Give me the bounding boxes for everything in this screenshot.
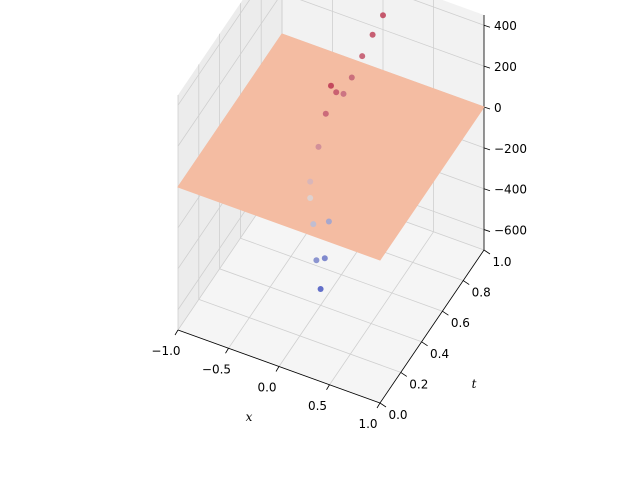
- t-tick-label: 0.4: [430, 347, 449, 361]
- trough-point: [317, 286, 324, 292]
- peak-point: [380, 12, 386, 19]
- z-tick: [483, 147, 491, 151]
- t-tick: [379, 402, 387, 408]
- t-axis-line: [379, 249, 485, 404]
- t-tick-label: 0.8: [472, 286, 491, 300]
- t-tick: [462, 280, 470, 285]
- peak-point: [340, 90, 347, 97]
- z-tick: [483, 65, 491, 69]
- x-tick: [376, 402, 381, 409]
- z-tick-label: −400: [494, 183, 527, 197]
- t-tick-label: 1.0: [492, 255, 511, 269]
- peak-point: [328, 82, 334, 89]
- trough-point: [310, 221, 317, 228]
- peak-point: [322, 110, 329, 117]
- peak-point: [359, 53, 366, 60]
- y-axis-label: t: [472, 377, 477, 391]
- x-tick-label: 1.0: [358, 417, 377, 431]
- x-tick-label: 0.0: [257, 381, 276, 395]
- t-tick: [421, 341, 428, 347]
- surface-plane: [177, 33, 485, 261]
- z-tick-label: −600: [494, 224, 527, 238]
- z-gridline: [177, 0, 485, 106]
- peak-point: [307, 178, 314, 185]
- peak-point: [333, 89, 340, 96]
- x-tick: [275, 366, 280, 372]
- t-tick: [400, 372, 408, 377]
- trough-point: [307, 195, 314, 201]
- t-tick-label: 0.2: [409, 377, 428, 391]
- t-tick: [483, 249, 491, 255]
- t-gridline: [219, 33, 422, 343]
- z-tick-label: −200: [494, 142, 527, 156]
- z-tick: [483, 229, 491, 232]
- x-tick-label: −1.0: [151, 344, 180, 358]
- trough-point: [325, 218, 332, 225]
- peak-point: [348, 74, 355, 81]
- x-axis-label: x: [246, 410, 253, 424]
- x-tick: [326, 384, 330, 390]
- t-tick-label: 0.6: [451, 316, 470, 330]
- tick-labels: −1.0 −0.5 0.0 0.5 1.0 0.0 0.2 0.4 0.6 0.8 1.0 −600 −…: [151, 19, 527, 431]
- tick-marks: [174, 24, 491, 409]
- x-tick-label: −0.5: [202, 362, 231, 376]
- t-gridline: [198, 64, 401, 373]
- t-tick: [442, 310, 449, 316]
- x-tick: [174, 329, 179, 336]
- z-tick-label: 400: [494, 19, 517, 33]
- z-tick: [483, 188, 491, 192]
- scatter-points: [307, 12, 386, 292]
- z-tick: [483, 106, 491, 110]
- z-tick-label: 200: [494, 60, 517, 74]
- t-tick-label: 0.0: [388, 408, 407, 422]
- peak-point: [369, 31, 376, 38]
- z-tick-label: 0: [494, 101, 502, 115]
- z-gridline: [177, 0, 485, 147]
- x-tick-label: 0.5: [308, 399, 327, 413]
- z-tick: [483, 24, 491, 28]
- peak-point: [315, 143, 322, 150]
- surface-sheet: [177, 33, 485, 261]
- trough-point: [321, 255, 328, 262]
- t-gridline: [239, 3, 443, 312]
- x-tick: [225, 348, 229, 354]
- trough-point: [313, 257, 320, 264]
